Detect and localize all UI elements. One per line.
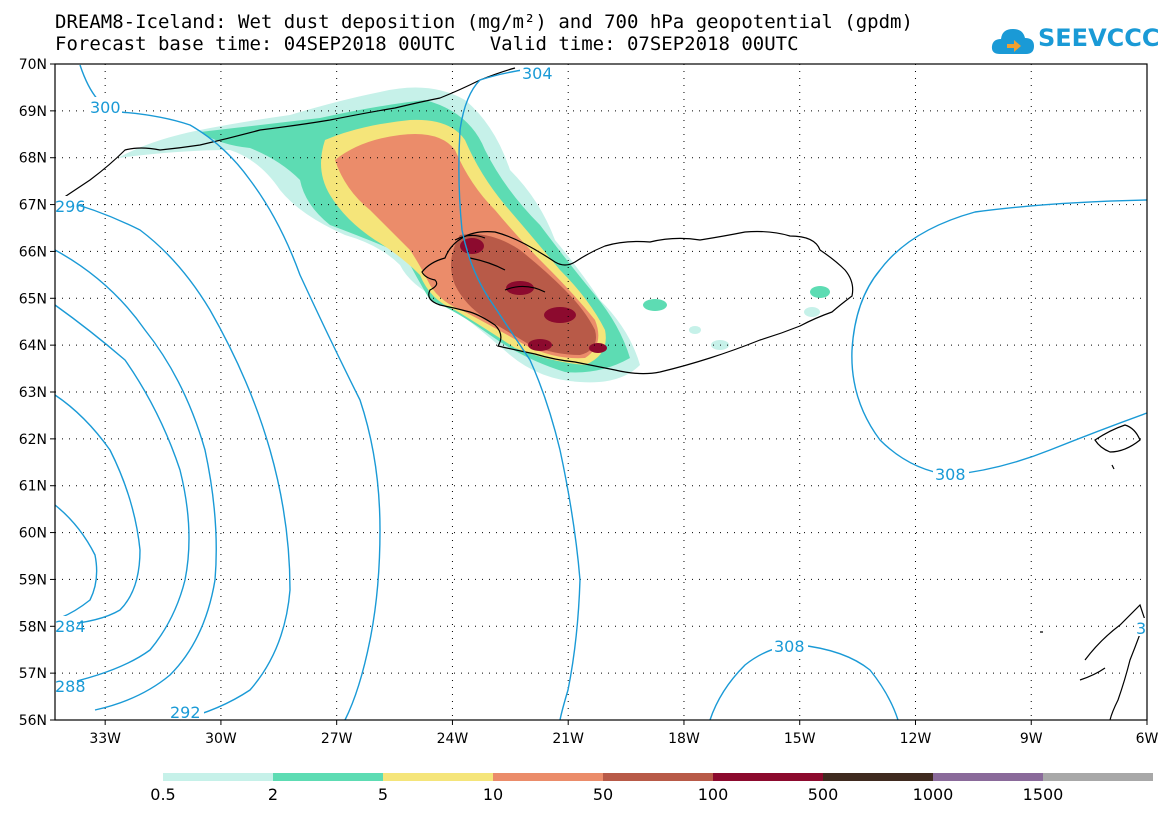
lon-label: 9W bbox=[1020, 731, 1043, 747]
lon-label: 15W bbox=[784, 731, 816, 747]
contour-labels: 300 304 308 308 292 284 288 296 3 bbox=[55, 63, 1147, 722]
dust-level-100 bbox=[460, 238, 484, 254]
lon-label: 33W bbox=[89, 731, 121, 747]
lon-label: 24W bbox=[437, 731, 469, 747]
colorbar-threshold-label: 500 bbox=[808, 785, 839, 804]
dust-deposition-shading bbox=[118, 87, 830, 383]
colorbar-segment bbox=[823, 773, 933, 781]
coastlines bbox=[59, 67, 1146, 721]
colorbar-segment bbox=[273, 773, 383, 781]
lat-label: 62N bbox=[19, 432, 47, 448]
colorbar-segment bbox=[383, 773, 493, 781]
colorbar-threshold-label: 1500 bbox=[1023, 785, 1064, 804]
logo-text: SEEVCCC bbox=[1038, 24, 1160, 52]
valid-time: Valid time: 07SEP2018 00UTC bbox=[489, 33, 799, 55]
colorbar-threshold-label: 5 bbox=[378, 785, 388, 804]
contour-label-284: 284 bbox=[55, 617, 86, 636]
colorbar-segment bbox=[493, 773, 603, 781]
lat-label: 69N bbox=[19, 104, 47, 120]
colorbar-segment bbox=[1043, 773, 1153, 781]
lat-label: 58N bbox=[19, 619, 47, 635]
lon-label: 12W bbox=[900, 731, 932, 747]
colorbar bbox=[163, 773, 1153, 781]
lat-label: 64N bbox=[19, 338, 47, 354]
iceland-coast bbox=[421, 230, 854, 375]
graticule bbox=[55, 64, 1147, 720]
colorbar-threshold-label: 10 bbox=[483, 785, 503, 804]
contour-label-296: 296 bbox=[55, 197, 86, 216]
forecast-base-time: Forecast base time: 04SEP2018 00UTC bbox=[55, 33, 456, 55]
contour-284 bbox=[54, 394, 141, 626]
colorbar-labels: 0.5 2 5 10 50 100 500 1000 1500 bbox=[150, 785, 1063, 804]
lat-label: 60N bbox=[19, 526, 47, 542]
lat-label: 66N bbox=[19, 244, 47, 260]
lat-label: 57N bbox=[19, 666, 47, 682]
scotland-coast bbox=[1094, 424, 1141, 453]
colorbar-threshold-label: 100 bbox=[698, 785, 729, 804]
contour-label-304: 304 bbox=[522, 64, 553, 83]
contour-296 bbox=[59, 199, 291, 721]
seevccc-logo: SEEVCCC bbox=[990, 22, 1165, 62]
colorbar-threshold-label: 1000 bbox=[913, 785, 954, 804]
time-info: Forecast base time: 04SEP2018 00UTC Vali… bbox=[55, 35, 799, 54]
lat-label: 65N bbox=[19, 291, 47, 307]
contour-label-288: 288 bbox=[55, 677, 86, 696]
contour-308-north bbox=[851, 199, 1148, 476]
lat-label: 56N bbox=[19, 713, 47, 729]
lat-label: 63N bbox=[19, 385, 47, 401]
colorbar-segment bbox=[713, 773, 823, 781]
colorbar-segment bbox=[933, 773, 1043, 781]
lat-label: 61N bbox=[19, 479, 47, 495]
colorbar-threshold-label: 50 bbox=[593, 785, 613, 804]
contour-label-308-south: 308 bbox=[774, 637, 805, 656]
cloud-icon bbox=[991, 29, 1034, 54]
contour-292 bbox=[54, 249, 217, 711]
greenland-coast bbox=[59, 67, 516, 201]
contour-304 bbox=[458, 65, 581, 721]
lat-label: 70N bbox=[19, 57, 47, 73]
contour-label-308-north: 308 bbox=[935, 465, 966, 484]
colorbar-threshold-label: 2 bbox=[268, 785, 278, 804]
lat-label: 67N bbox=[19, 198, 47, 214]
lon-label: 6W bbox=[1136, 731, 1159, 747]
lon-label: 21W bbox=[552, 731, 584, 747]
lat-label: 59N bbox=[19, 572, 47, 588]
lon-label: 30W bbox=[205, 731, 237, 747]
colorbar-segment bbox=[603, 773, 713, 781]
geopotential-contours bbox=[54, 64, 1148, 721]
colorbar-threshold-label: 0.5 bbox=[150, 785, 175, 804]
map-title: DREAM8-Iceland: Wet dust deposition (mg/… bbox=[55, 11, 913, 33]
contour-label-292: 292 bbox=[170, 703, 201, 722]
latitude-labels: 70N 69N 68N 67N 66N 65N 64N 63N 62N 61N 60N 59N 58N 5… bbox=[19, 57, 55, 729]
contour-280 bbox=[54, 504, 98, 619]
longitude-labels: 33W 30W 27W 24W 21W 18W 15W 12W 9W 6W bbox=[89, 720, 1159, 747]
contour-label-edge: 3 bbox=[1136, 619, 1146, 638]
lon-label: 18W bbox=[668, 731, 700, 747]
colorbar-segment bbox=[163, 773, 273, 781]
contour-label-300: 300 bbox=[90, 98, 121, 117]
lon-label: 27W bbox=[321, 731, 353, 747]
lat-label: 68N bbox=[19, 151, 47, 167]
contour-288 bbox=[54, 304, 190, 686]
contour-300 bbox=[79, 64, 381, 721]
